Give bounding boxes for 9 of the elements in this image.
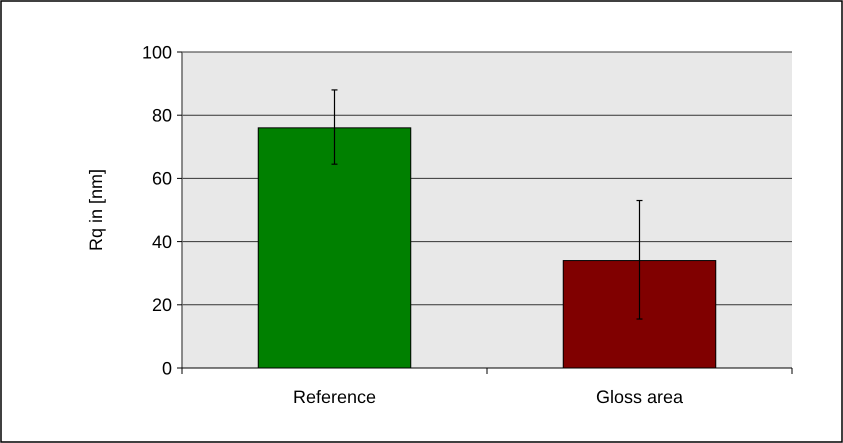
y-tick-label: 80 (152, 106, 172, 126)
x-tick-label: Gloss area (596, 387, 684, 407)
y-tick-label: 100 (142, 42, 172, 62)
x-tick-label: Reference (292, 387, 376, 407)
y-axis-title: Rq in [nm] (86, 168, 106, 252)
y-tick-label: 60 (152, 168, 172, 189)
y-tick-label: 0 (162, 358, 172, 378)
y-tick-label: 20 (152, 295, 172, 316)
y-tick-label: 40 (152, 232, 172, 252)
